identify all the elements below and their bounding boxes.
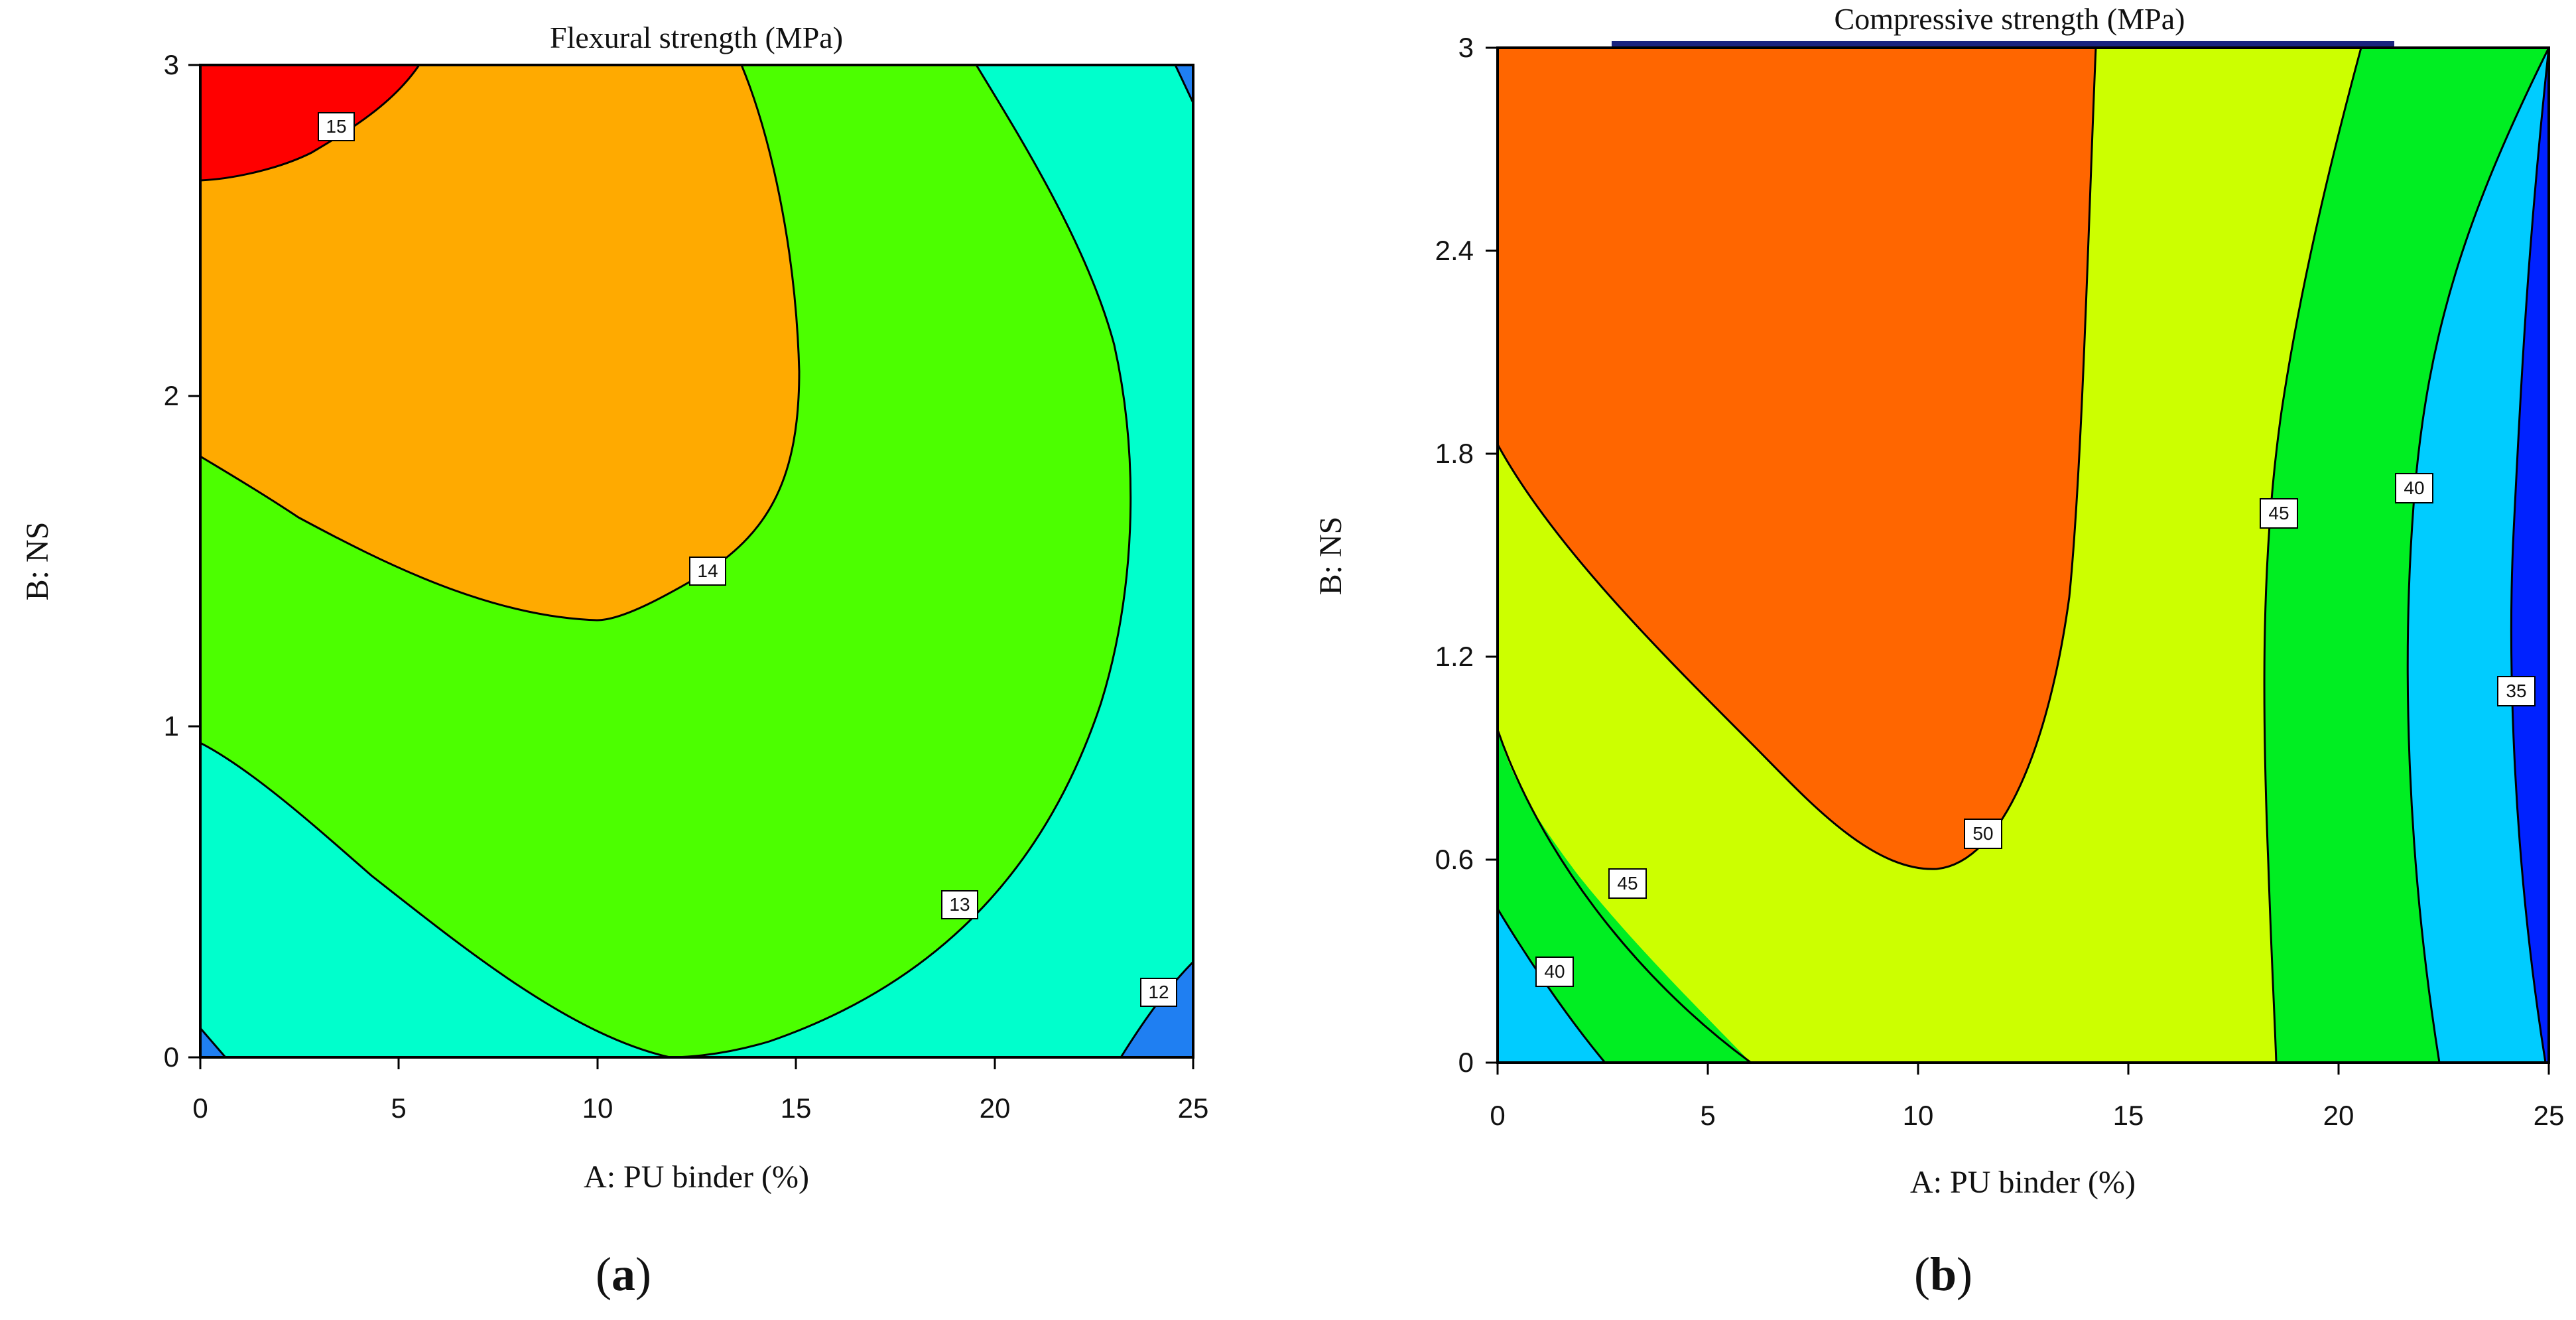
region-below-40-b-bl	[1498, 909, 1605, 1063]
x-tick-label-b: 15	[2113, 1100, 2144, 1131]
contour-line-12-a-bl	[200, 1027, 227, 1057]
x-tick-label-a: 15	[781, 1092, 812, 1124]
y-axis-label-a: B: NS	[20, 522, 55, 601]
chart-title-b: Compressive strength (MPa)	[1835, 2, 2185, 36]
y-axis-b: 0 0.6 1.2 1.8 2.4 3	[1435, 32, 1498, 1078]
contour-labels-a: 15 14 13 12	[318, 112, 1177, 1007]
region-below-35-b	[2511, 48, 2549, 1063]
svg-text:45: 45	[1617, 873, 1638, 893]
svg-text:14: 14	[697, 561, 718, 581]
svg-text:50: 50	[1972, 823, 1993, 844]
contour-label-14-a: 14	[689, 557, 726, 586]
y-tick-label-b: 0.6	[1435, 844, 1474, 875]
contour-plot-b	[1498, 48, 2549, 1063]
contour-line-45-b-left	[1498, 729, 1752, 1063]
contour-label-40-b-right: 40	[2395, 473, 2433, 503]
x-tick-label-a: 10	[582, 1092, 613, 1124]
y-tick-label-a: 1	[164, 710, 179, 742]
x-tick-label-a: 20	[980, 1092, 1011, 1124]
contour-label-45-b-left: 45	[1608, 868, 1647, 899]
contour-plot-a	[200, 65, 1193, 1057]
y-tick-label-b: 1.8	[1435, 438, 1474, 469]
svg-text:35: 35	[2506, 681, 2526, 701]
contour-label-50-b: 50	[1964, 819, 2002, 849]
y-tick-label-a: 3	[164, 49, 179, 80]
x-axis-label-b: A: PU binder (%)	[1910, 1165, 2136, 1200]
y-tick-label-b: 1.2	[1435, 641, 1474, 672]
contour-labels-b: 50 45 45 40 40 35	[1535, 473, 2536, 987]
plot-frame-a	[199, 64, 1194, 1059]
contour-line-50-b	[1498, 48, 2097, 870]
panel-b: 50 45 45 40 40 35 Compressiv	[1313, 2, 2564, 1301]
contour-line-35-b	[2510, 48, 2549, 1063]
y-tick-label-a: 0	[164, 1041, 179, 1073]
contour-line-45-b-right	[2263, 48, 2362, 1063]
svg-text:15: 15	[326, 116, 346, 137]
x-tick-label-b: 10	[1903, 1100, 1934, 1131]
y-tick-label-b: 2.4	[1435, 235, 1474, 266]
panel-label-b: (b)	[1914, 1248, 1972, 1301]
y-tick-label-b: 3	[1458, 32, 1474, 63]
contour-line-40-b-right	[2406, 48, 2549, 1063]
y-axis-a: 0 1 2 3	[164, 49, 200, 1073]
x-tick-label-a: 5	[391, 1092, 406, 1124]
x-tick-label-b: 20	[2323, 1100, 2354, 1131]
y-axis-label-b: B: NS	[1313, 517, 1348, 596]
contour-label-15-a: 15	[318, 112, 355, 141]
contour-line-13-a	[200, 65, 1132, 1057]
x-tick-label-b: 25	[2534, 1100, 2565, 1131]
svg-text:40: 40	[2404, 478, 2424, 498]
contour-label-12-a: 12	[1140, 978, 1177, 1007]
svg-text:45: 45	[2268, 503, 2289, 523]
svg-text:40: 40	[1544, 961, 1565, 982]
region-above-50-b	[1498, 48, 2096, 870]
chart-title-a: Flexural strength (MPa)	[550, 21, 843, 54]
x-tick-label-b: 5	[1700, 1100, 1715, 1131]
contour-label-35-b: 35	[2497, 676, 2536, 706]
y-tick-label-b: 0	[1458, 1047, 1474, 1078]
svg-text:12: 12	[1148, 982, 1169, 1002]
contour-line-15-a	[200, 65, 420, 182]
contour-label-40-b-left: 40	[1535, 957, 1574, 987]
panel-a: 15 14 13 12 Flexural strength (MPa)	[20, 21, 1208, 1301]
y-tick-label-a: 2	[164, 380, 179, 411]
x-axis-a: 0 5 10 15 20 25	[192, 1057, 1208, 1124]
contour-line-12-a-tr	[1174, 65, 1193, 103]
x-axis-b: 0 5 10 15 20 25	[1490, 1063, 2564, 1131]
plot-frame-b	[1496, 46, 2550, 1064]
region-14-15-a	[200, 65, 799, 620]
x-tick-label-b: 0	[1490, 1100, 1505, 1131]
region-above-15-a	[200, 65, 419, 180]
contour-line-14-a	[200, 65, 801, 622]
x-tick-label-a: 25	[1178, 1092, 1209, 1124]
contour-label-13-a: 13	[941, 890, 978, 919]
x-axis-label-a: A: PU binder (%)	[584, 1159, 809, 1195]
panel-label-a: (a)	[596, 1248, 651, 1301]
contour-label-45-b-right: 45	[2260, 498, 2298, 529]
x-tick-label-a: 0	[192, 1092, 208, 1124]
svg-text:13: 13	[949, 894, 970, 915]
